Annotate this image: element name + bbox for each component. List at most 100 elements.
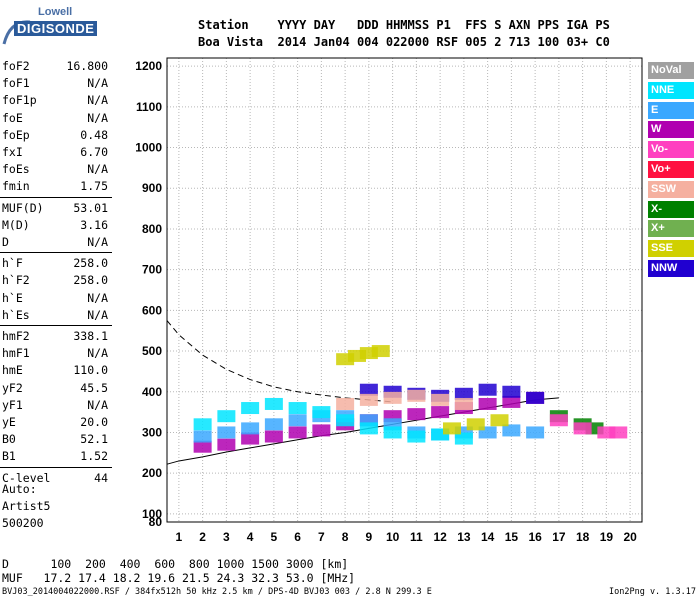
- chart-grid: [167, 58, 642, 523]
- param-name: hmF2: [2, 329, 30, 343]
- x-tick-label: 5: [271, 530, 278, 544]
- echo-point: [264, 397, 283, 410]
- echo-point: [502, 395, 521, 408]
- echo-point: [407, 408, 426, 421]
- param-name: foEs: [2, 162, 30, 177]
- param-name: MUF(D): [2, 200, 44, 215]
- param-value: N/A: [87, 307, 108, 322]
- x-tick-label: 9: [366, 530, 373, 544]
- x-tick-label: 1: [176, 530, 183, 544]
- echo-point: [609, 426, 628, 439]
- param-row: foEs N/A: [0, 161, 112, 178]
- param-name: C-level: [2, 470, 51, 485]
- direction-legend: NoVal NNE E W Vo- Vo+ SSW X- X+ SSE NNW: [648, 62, 694, 280]
- echo-point: [502, 385, 521, 398]
- param-name: foF1p: [2, 93, 37, 108]
- param-row: foEp 0.48: [0, 127, 112, 144]
- param-value: 1.52: [80, 449, 108, 464]
- y-tick-label: 300: [142, 425, 162, 439]
- echo-point: [264, 430, 283, 443]
- echo-point: [193, 418, 212, 431]
- echo-points: [193, 345, 628, 453]
- version-label: Ion2Png v. 1.3.17: [609, 587, 696, 597]
- legend-item: NoVal: [648, 62, 694, 79]
- param-value: N/A: [87, 290, 108, 305]
- x-tick-label: 11: [410, 530, 423, 544]
- x-tick-label: 3: [223, 530, 230, 544]
- param-value: N/A: [87, 93, 108, 108]
- plot-frame: [166, 57, 643, 523]
- echo-point: [217, 426, 236, 439]
- y-tick-label: 1000: [135, 141, 162, 155]
- param-separator: [0, 466, 112, 468]
- param-value: 45.5: [80, 380, 108, 395]
- echo-point: [526, 426, 545, 439]
- param-row: C-level 44: [0, 470, 112, 487]
- x-tick-label: 6: [294, 530, 301, 544]
- echo-point: [407, 430, 426, 443]
- x-tick-label: 7: [318, 530, 325, 544]
- legend-item: Vo+: [648, 160, 694, 178]
- param-row: fmin 1.75: [0, 178, 112, 195]
- legend-item: NNE: [648, 81, 694, 99]
- param-value: 52.1: [80, 432, 108, 447]
- param-name: yF2: [2, 380, 23, 395]
- legend-item: E: [648, 101, 694, 119]
- y-tick-label: 100: [142, 507, 162, 521]
- param-name: M(D): [2, 217, 30, 232]
- lowell-digisonde-logo: Lowell DIGISONDE: [2, 4, 98, 48]
- logo-line1: Lowell: [38, 6, 73, 18]
- param-name: yF1: [2, 397, 23, 412]
- echo-point: [336, 414, 355, 427]
- header-line1: Station YYYY DAY DDD HHMMSS P1 FFS S AXN…: [198, 18, 610, 32]
- muf-frequency-row: MUF 17.2 17.4 18.2 19.6 21.5 24.3 32.3 5…: [2, 571, 356, 585]
- y-tick-label: 900: [142, 181, 162, 195]
- echo-point: [312, 406, 331, 419]
- param-name: h`F: [2, 256, 23, 271]
- param-name: hmF1: [2, 346, 30, 361]
- muf-distance-row: D 100 200 400 600 800 1000 1500 3000 [km…: [2, 557, 349, 571]
- param-value: N/A: [87, 76, 108, 91]
- x-tick-label: 14: [481, 530, 495, 544]
- echo-point: [407, 389, 426, 402]
- param-value: 258.0: [73, 273, 108, 288]
- legend-item: SSE: [648, 240, 694, 258]
- echo-point: [336, 397, 355, 410]
- param-row: M(D) 3.16: [0, 217, 112, 234]
- echo-point: [193, 430, 212, 443]
- x-tick-label: 20: [623, 530, 637, 544]
- param-value: 44: [94, 470, 108, 485]
- param-name: fmin: [2, 179, 30, 194]
- param-row: h`F2 258.0: [0, 272, 112, 289]
- echo-point: [431, 393, 450, 406]
- param-row: hmF2 338.1: [0, 328, 112, 345]
- x-tick-label: 13: [457, 530, 471, 544]
- echo-point: [478, 397, 497, 410]
- param-separator: [0, 325, 112, 326]
- legend-item: X-: [648, 200, 694, 218]
- param-value: 20.0: [80, 415, 108, 429]
- auto-line1: Auto:: [2, 482, 37, 496]
- echo-point: [359, 393, 378, 406]
- x-tick-label: 8: [342, 530, 349, 544]
- param-name: foF1: [2, 76, 30, 91]
- param-row: h`E N/A: [0, 290, 112, 307]
- x-tick-label: 17: [552, 530, 566, 544]
- echo-point: [264, 418, 283, 431]
- param-name: B0: [2, 432, 16, 447]
- station-header: Station YYYY DAY DDD HHMMSS P1 FFS S AXN…: [198, 17, 610, 51]
- y-tick-label: 80: [149, 515, 163, 529]
- y-tick-label: 1200: [135, 59, 162, 73]
- param-value: 6.70: [80, 145, 108, 159]
- param-row: hmE 110.0: [0, 362, 112, 379]
- x-tick-label: 4: [247, 530, 254, 544]
- x-tick-label: 12: [433, 530, 447, 544]
- param-row: fxI 6.70: [0, 144, 112, 161]
- legend-item: NNW: [648, 259, 694, 277]
- echo-point: [193, 440, 212, 453]
- echo-point: [454, 387, 473, 400]
- x-axis-ticks: 1 2 3 4 5 6 7 8 9 10 11 12 13 14 15 16 17 18 19 20: [176, 530, 638, 544]
- param-name: h`F2: [2, 273, 30, 288]
